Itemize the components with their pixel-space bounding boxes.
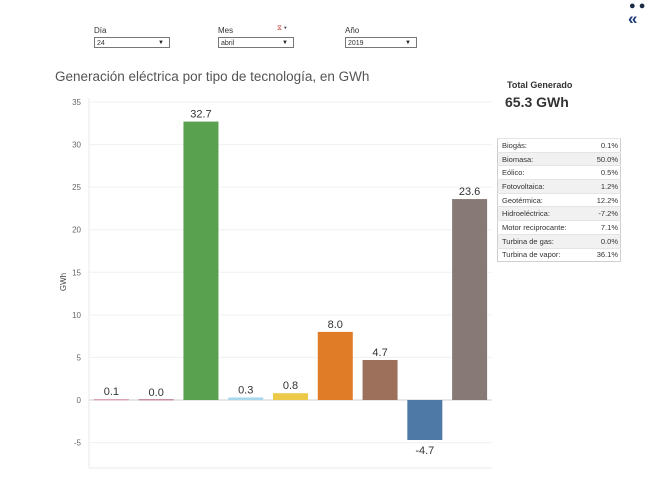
bar: [93, 399, 129, 401]
double-chevron-left-icon[interactable]: «: [628, 9, 638, 28]
bar: [183, 121, 219, 400]
data-label: 23.6: [459, 186, 480, 198]
data-label: 0.3: [238, 384, 253, 396]
table-row: Biogás: 0.1%: [497, 138, 621, 153]
bar: [362, 359, 398, 400]
data-label: 8.0: [328, 319, 343, 331]
bar-chart: -5 0 5 10 15 20 25 30 35 GWh 0.1 0.0 32.7 0.3 0.8 8.0 4.…: [59, 98, 492, 469]
data-label: -4.7: [415, 445, 434, 457]
bar: [228, 397, 264, 400]
bar: [317, 331, 353, 400]
table-row: Motor reciprocante: 7.1%: [497, 220, 621, 235]
y-axis-label: GWh: [59, 273, 68, 291]
technology-name: Geotérmica:: [497, 192, 586, 207]
technology-share: 36.1%: [585, 247, 621, 262]
day-select[interactable]: 24 ▼: [94, 37, 170, 48]
month-filter: Mes ⧖ ▾ abril ▼: [218, 25, 294, 48]
filter-icon[interactable]: ⧖ ▾: [277, 25, 287, 32]
chevron-down-icon: ▼: [158, 40, 164, 46]
technology-share: -7.2%: [585, 206, 621, 221]
technology-name: Fotovoltaica:: [497, 179, 586, 194]
data-label: 0.8: [283, 380, 298, 392]
y-tick-label: 35: [72, 98, 81, 107]
y-tick-label: 25: [72, 183, 81, 192]
y-tick-label: 20: [72, 226, 81, 235]
chart-title: Generación eléctrica por tipo de tecnolo…: [55, 69, 370, 84]
chevron-down-icon: ▼: [405, 40, 411, 46]
month-select-value: abril: [221, 40, 235, 47]
technology-name: Eólico:: [497, 165, 586, 180]
chevron-down-icon: ▼: [282, 40, 288, 46]
technology-share: 12.2%: [585, 192, 621, 207]
technology-name: Biogás:: [497, 138, 586, 153]
table-row: Turbina de vapor: 36.1%: [497, 247, 621, 262]
bar: [452, 199, 488, 400]
technology-share: 7.1%: [585, 220, 621, 235]
y-tick-label: 10: [72, 311, 81, 320]
technology-name: Turbina de gas:: [497, 233, 586, 248]
month-select[interactable]: abril ▼: [218, 37, 294, 48]
data-label: 4.7: [372, 347, 387, 359]
month-filter-label: Mes: [218, 26, 234, 35]
year-select-value: 2019: [348, 40, 364, 47]
year-filter-label: Año: [345, 26, 360, 35]
total-value: 65.3 GWh: [505, 94, 569, 110]
day-filter-label: Día: [94, 26, 107, 35]
year-select[interactable]: 2019 ▼: [345, 37, 417, 48]
bar: [138, 399, 174, 401]
day-select-value: 24: [97, 40, 105, 47]
data-label: 32.7: [190, 109, 211, 121]
table-row: Biomasa: 50.0%: [497, 151, 621, 166]
total-title: Total Generado: [507, 80, 573, 90]
technology-name: Hidroeléctrica:: [497, 206, 586, 221]
data-label: 0.1: [104, 386, 119, 398]
technology-share: 50.0%: [585, 151, 621, 166]
y-tick-label: 30: [72, 141, 81, 150]
y-tick-label: 15: [72, 268, 81, 277]
technology-name: Turbina de vapor:: [497, 247, 586, 262]
y-tick-label: -5: [74, 439, 82, 448]
table-row: Hidroeléctrica: -7.2%: [497, 206, 621, 221]
bar: [273, 393, 308, 400]
technology-name: Motor reciprocante:: [497, 220, 586, 235]
share-table: Biogás: 0.1% Biomasa: 50.0% Eólico: 0.5% Fotov…: [497, 138, 621, 263]
technology-share: 0.1%: [585, 138, 621, 153]
table-row: Turbina de gas: 0.0%: [497, 233, 621, 248]
year-filter: Año 2019 ▼: [345, 26, 417, 48]
technology-share: 0.5%: [585, 165, 621, 180]
table-row: Eólico: 0.5%: [497, 165, 621, 180]
technology-share: 1.2%: [585, 179, 621, 194]
day-filter: Día 24 ▼: [94, 26, 170, 48]
data-label: 0.0: [149, 387, 164, 399]
bar: [407, 400, 443, 441]
info-icon[interactable]: ● ●: [629, 0, 646, 12]
technology-share: 0.0%: [585, 233, 621, 248]
y-tick-label: 0: [77, 396, 82, 405]
y-tick-label: 5: [77, 353, 82, 362]
table-row: Geotérmica: 12.2%: [497, 192, 621, 207]
technology-name: Biomasa:: [497, 151, 586, 166]
table-row: Fotovoltaica: 1.2%: [497, 179, 621, 194]
